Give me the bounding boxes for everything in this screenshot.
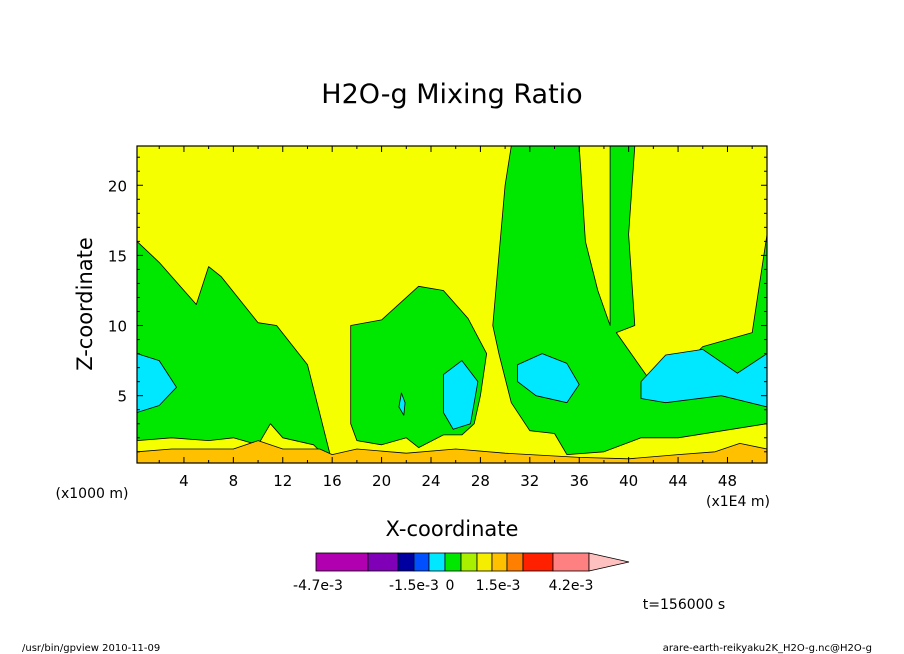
colorbar-segment	[476, 552, 493, 572]
colorbar-segment	[397, 552, 415, 572]
cyan-contour-region-2	[442, 360, 479, 430]
chart-title: H2O-g Mixing Ratio	[321, 79, 582, 110]
x-axis-label: X-coordinate	[386, 517, 519, 541]
x-tick-label: 48	[718, 472, 737, 490]
colorbar-label: -1.5e-3	[389, 578, 439, 594]
colorbar-segment	[367, 552, 399, 572]
y-tick-label: 20	[108, 177, 127, 195]
timestamp: t=156000 s	[643, 597, 725, 613]
y-tick-label: 5	[117, 388, 127, 406]
y-axis-label: Z-coordinate	[73, 237, 97, 371]
cyan-contour-region-1	[398, 392, 406, 416]
colorbar-segment	[460, 552, 478, 572]
x-tick-label: 4	[179, 472, 189, 490]
x-tick-label: 32	[520, 472, 539, 490]
cyan-contour-region-4	[640, 348, 767, 408]
colorbar	[315, 552, 630, 572]
footer-left: /usr/bin/gpview 2010-11-09	[22, 643, 160, 654]
colorbar-segment	[552, 552, 590, 572]
y-axis-ticks: 5 10 15 20	[108, 156, 767, 453]
colorbar-label: 4.2e-3	[549, 578, 594, 594]
colorbar-segment	[491, 552, 508, 572]
colorbar-label: 0	[446, 578, 455, 594]
colorbar-labels: -4.7e-3 -1.5e-3 0 1.5e-3 4.2e-3	[293, 578, 593, 594]
orange-contour-region-0	[137, 440, 767, 463]
x-tick-label: 24	[421, 472, 440, 490]
x-axis-ticks: 4 8 12 16 20 24 28 32 36 40 44 48	[158, 146, 753, 490]
x-tick-label: 36	[570, 472, 589, 490]
cyan-contour-region-3	[517, 353, 580, 404]
cyan-contour-region-0	[137, 353, 177, 413]
y-tick-label: 15	[108, 247, 127, 265]
colorbar-segment	[428, 552, 446, 572]
plot-area	[136, 145, 768, 464]
x-tick-label: 20	[372, 472, 391, 490]
colorbar-label: 1.5e-3	[476, 578, 521, 594]
x-tick-label: 12	[273, 472, 292, 490]
colorbar-segment	[522, 552, 554, 572]
colorbar-segment	[315, 552, 369, 572]
x-tick-label: 16	[323, 472, 342, 490]
y-unit-note: (x1000 m)	[56, 486, 129, 502]
x-tick-label: 28	[471, 472, 490, 490]
colorbar-segment	[413, 552, 430, 572]
y-tick-label: 10	[108, 318, 127, 336]
x-unit-note: (x1E4 m)	[706, 494, 770, 510]
footer-right: arare-earth-reikyaku2K_H2O-g.nc@H2O-g	[663, 643, 872, 654]
plot-frame	[136, 145, 768, 464]
x-tick-label: 40	[619, 472, 638, 490]
colorbar-segment	[444, 552, 462, 572]
x-tick-label: 44	[669, 472, 688, 490]
colorbar-label: -4.7e-3	[293, 578, 343, 594]
colorbar-extend-arrow	[588, 552, 630, 572]
colorbar-segment	[506, 552, 524, 572]
x-tick-label: 8	[229, 472, 239, 490]
